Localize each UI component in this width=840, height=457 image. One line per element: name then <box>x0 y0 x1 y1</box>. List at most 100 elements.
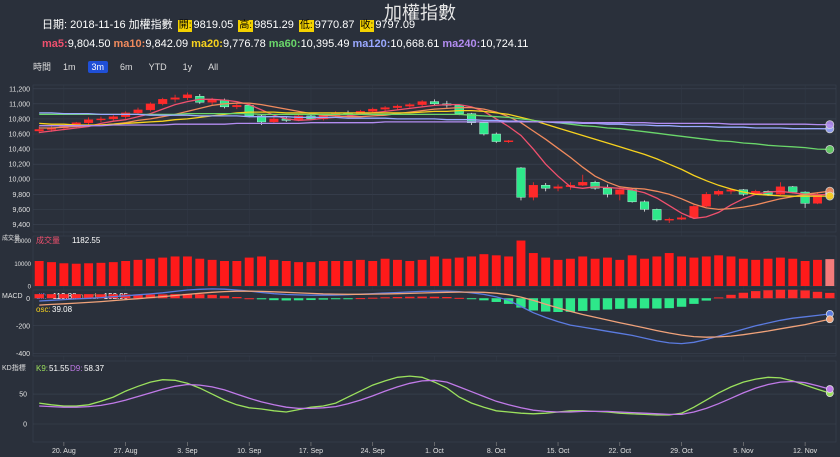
volume-bar <box>355 259 365 286</box>
x-axis-label: 27. Aug <box>114 448 138 455</box>
volume-bar <box>294 262 304 286</box>
range-button-3m[interactable]: 3m <box>87 60 109 73</box>
range-button-1y[interactable]: 1y <box>182 61 193 72</box>
candle-body <box>516 167 526 198</box>
volume-bar <box>269 259 279 286</box>
candle-body <box>602 188 612 195</box>
volume-bar <box>813 259 822 286</box>
candle-body <box>380 107 390 110</box>
candle-body <box>504 140 514 142</box>
candle-body <box>788 186 798 193</box>
range-button-1m[interactable]: 1m <box>63 61 76 72</box>
ma20-line <box>39 109 830 197</box>
osc-bar <box>330 298 341 300</box>
price-tick-label: 10,200 <box>9 162 31 169</box>
high-value: 9851.29 <box>254 19 294 31</box>
osc-bar <box>689 298 699 304</box>
ma240-end-marker <box>825 120 835 130</box>
x-axis-label: 5. Nov <box>733 448 754 455</box>
volume-panel-label: 成交量 <box>36 235 60 245</box>
candle-body <box>368 108 378 112</box>
candle-body <box>664 218 674 221</box>
ma-legend-value: 10,724.11 <box>480 38 529 50</box>
volume-bar <box>491 255 501 286</box>
osc-bar <box>355 298 366 300</box>
candle-body <box>244 105 254 117</box>
range-button-6m[interactable]: 6m <box>120 61 133 72</box>
ohlc-info-bar: 日期: 2018-11-16 加權指數 開: 9819.05 高: 9851.29 … <box>42 18 415 32</box>
macd-panel-title: MACD <box>2 293 23 300</box>
candle-body <box>108 116 118 120</box>
range-button-all[interactable]: All <box>208 61 219 72</box>
candle-body <box>689 206 699 218</box>
range-selector: 時間 1m 3m 6m YTD 1y All <box>33 60 222 73</box>
osc-bar <box>368 297 378 299</box>
osc-bar <box>652 298 662 309</box>
volume-bar <box>257 256 266 286</box>
candle-body <box>133 109 143 114</box>
osc-bar <box>34 294 44 299</box>
volume-bar <box>108 262 118 286</box>
volume-bar <box>133 259 143 286</box>
candle-body <box>590 182 600 189</box>
volume-axis-title: 成交量 <box>2 234 20 242</box>
osc-bar <box>800 290 810 299</box>
dif-line <box>39 288 830 345</box>
volume-bar <box>825 259 835 286</box>
open-value: 9819.05 <box>193 19 234 31</box>
ma-legend-value: 10,395.49 <box>300 38 350 50</box>
osc-bar <box>565 298 576 312</box>
volume-bar <box>454 257 464 286</box>
d-line <box>39 379 830 416</box>
volume-bar <box>281 261 291 286</box>
volume-bar <box>775 257 785 286</box>
volume-bar <box>528 253 538 286</box>
candle-body <box>541 185 551 189</box>
volume-bar <box>318 261 328 286</box>
volume-bar <box>182 256 192 286</box>
osc-bar <box>775 289 786 299</box>
volume-bar <box>541 257 551 286</box>
volume-bar <box>763 258 773 286</box>
osc-bar <box>145 294 156 299</box>
volume-tick-label: 0 <box>28 285 32 291</box>
volume-bar <box>578 256 588 286</box>
x-axis-label: 15. Oct <box>547 448 570 455</box>
candle-body <box>775 186 785 195</box>
osc-bar <box>405 296 415 299</box>
volume-bar <box>738 258 748 286</box>
volume-bar <box>504 256 514 286</box>
x-axis-label: 3. Sep <box>177 448 197 455</box>
candle-body <box>96 118 106 121</box>
volume-bar <box>689 257 699 286</box>
macd-end-marker <box>825 315 834 324</box>
volume-bar <box>220 261 229 286</box>
candle-body <box>182 94 192 99</box>
osc-bar <box>540 298 551 312</box>
osc-bar <box>417 296 427 299</box>
k-value: 51.55 <box>49 364 70 373</box>
volume-bar <box>640 258 649 286</box>
ma-legend-label: ma60: <box>268 38 301 50</box>
osc-bar <box>479 298 489 301</box>
price-tick-label: 11,000 <box>9 101 30 108</box>
chart-title: 加權指數 <box>384 3 456 23</box>
volume-bar <box>603 257 612 286</box>
volume-tick-label: 10000 <box>14 262 31 268</box>
x-axis-label: 12. Nov <box>793 448 818 455</box>
osc-bar <box>343 298 353 300</box>
volume-bar <box>714 255 724 286</box>
osc-bar <box>763 290 773 299</box>
macd-line <box>39 290 830 338</box>
range-button-ytd[interactable]: YTD <box>148 61 167 72</box>
candle-body <box>158 99 168 105</box>
close-value: 9797.09 <box>375 19 416 31</box>
ma240-line <box>39 121 830 127</box>
x-axis-label: 20. Aug <box>52 448 76 455</box>
osc-bar <box>219 295 230 299</box>
osc-bar <box>392 297 403 299</box>
osc-bar <box>825 292 835 299</box>
ma60-end-marker <box>825 145 835 154</box>
ma-legend-value: 10,668.61 <box>390 38 440 50</box>
